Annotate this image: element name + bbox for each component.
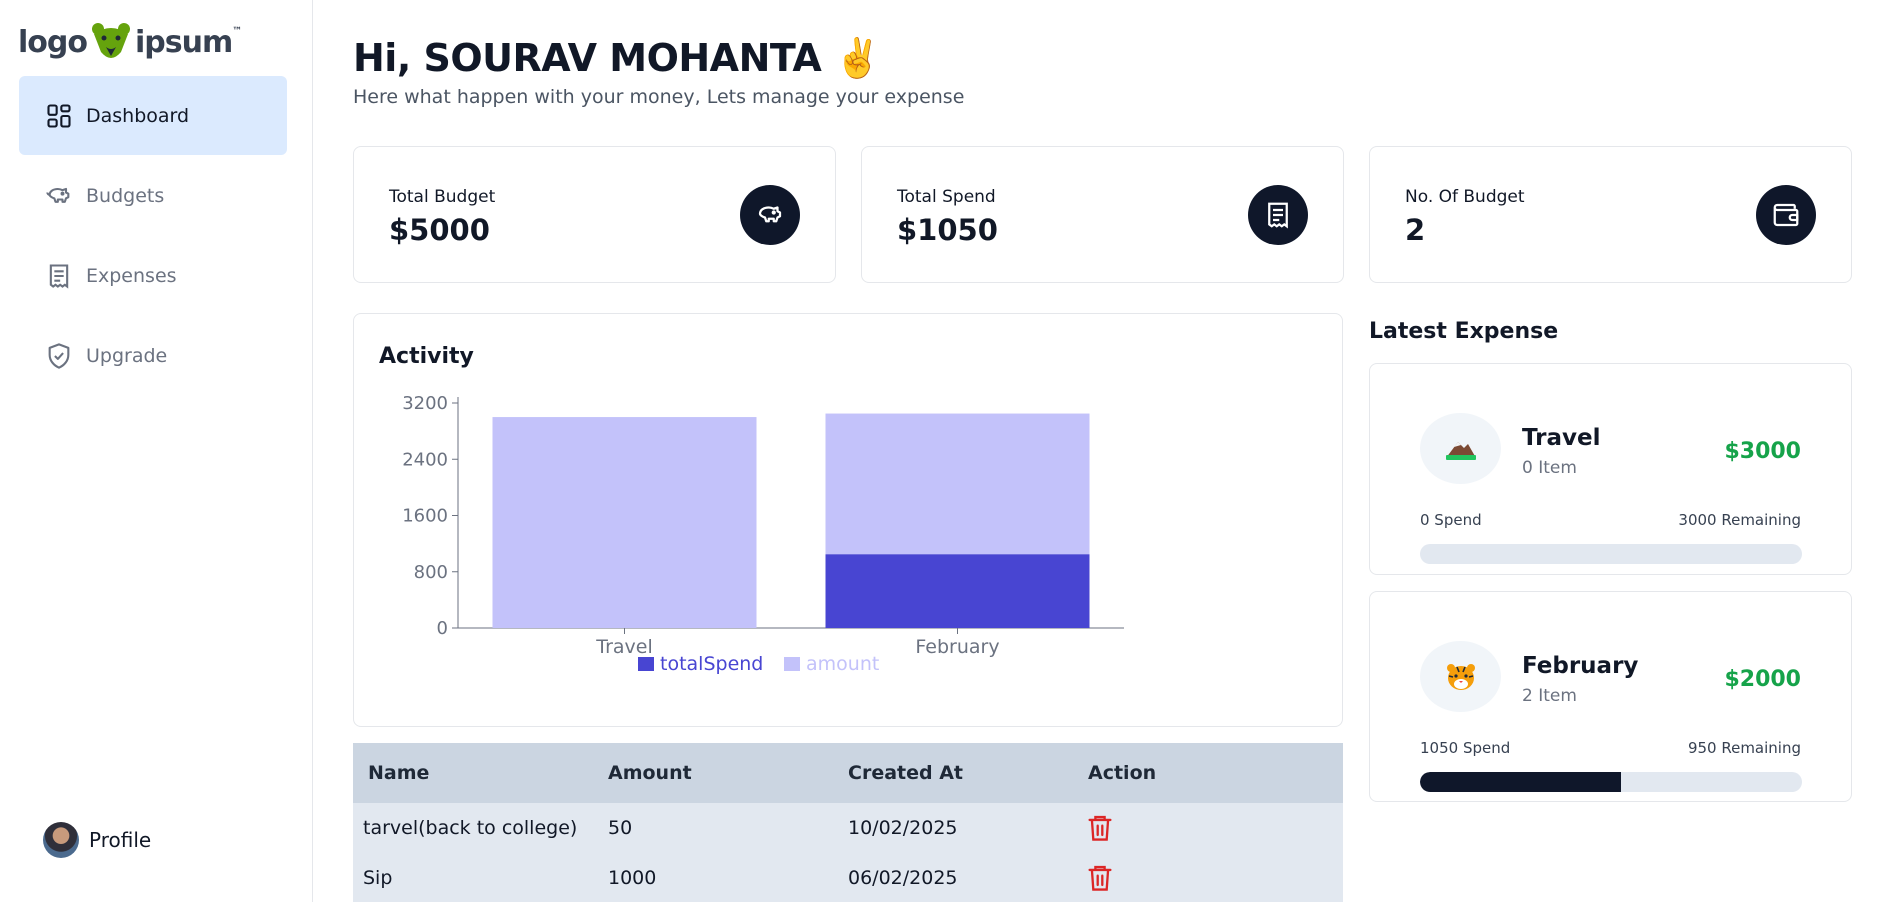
expense-item-count: 2 Item [1522,686,1577,706]
sidebar-item-label: Dashboard [86,104,190,127]
dashboard-icon [47,103,71,128]
sidebar-item-label: Budgets [86,184,165,207]
expense-spend: 0 Spend [1420,511,1482,529]
receipt-icon [49,263,69,289]
cell-amount: 1000 [608,867,657,889]
logo[interactable]: logo ipsum ™ [18,20,242,64]
activity-card: Activity 0 800 1600 2400 3200 Travel February t… [353,313,1343,727]
x-tick-label: February [915,636,999,658]
stat-value: 2 [1405,213,1426,247]
page-title: Hi, SOURAV MOHANTA ✌️ [353,36,881,80]
cell-created-at: 06/02/2025 [848,867,958,889]
expense-progress-bar [1420,544,1802,564]
bar-totalSpend [825,554,1090,628]
avatar [43,822,79,858]
expense-item-count: 0 Item [1522,458,1577,478]
stat-value: $5000 [389,213,490,247]
y-tick-label: 2400 [402,449,448,470]
expense-amount: $2000 [1724,667,1801,692]
expense-amount: $3000 [1724,439,1801,464]
legend-swatch [784,657,800,671]
sidebar-item-expenses[interactable]: Expenses [19,236,287,315]
trash-icon[interactable] [1086,813,1114,843]
stat-card-number-of-budget: No. Of Budget 2 [1369,146,1852,283]
logo-mark-icon [91,23,130,58]
column-header-amount: Amount [608,762,692,784]
sidebar: logo ipsum ™ Dashboard Budgets Expenses … [0,0,313,902]
table-header: Name Amount Created At Action [353,743,1343,803]
cell-name: Sip [363,867,393,889]
sidebar-item-upgrade[interactable]: Upgrade [19,316,287,395]
stat-icon-badge [1756,185,1816,245]
latest-expense-card-february[interactable]: February 2 Item $2000 1050 Spend 950 Rem… [1369,591,1852,802]
activity-chart: 0 800 1600 2400 3200 Travel February totalSpend… [402,393,1124,675]
profile-button[interactable]: Profile [43,822,151,858]
activity-title: Activity [379,344,474,369]
cell-name: tarvel(back to college) [363,817,578,839]
legend-swatch [638,657,654,671]
shield-check-icon [48,342,70,369]
bar-amount [825,413,1090,555]
profile-label: Profile [89,828,152,852]
stat-icon-badge [740,185,800,245]
y-tick-label: 3200 [402,393,448,414]
stat-label: Total Spend [897,187,996,207]
expense-spend: 1050 Spend [1420,739,1511,757]
y-tick-label: 0 [437,618,448,639]
sidebar-item-dashboard[interactable]: Dashboard [19,76,287,155]
stat-value: $1050 [897,213,998,247]
table-row: tarvel(back to college) 50 10/02/2025 [353,803,1343,853]
logo-text-right: ipsum [134,24,233,60]
stat-label: Total Budget [389,187,496,207]
logo-text-left: logo [18,24,88,60]
column-header-action: Action [1088,762,1157,784]
cell-amount: 50 [608,817,633,839]
receipt-icon [1268,202,1288,229]
cell-created-at: 10/02/2025 [848,817,958,839]
stat-label: No. Of Budget [1405,187,1525,207]
tiger-emoji-icon [1420,641,1501,712]
stat-card-total-spend: Total Spend $1050 [861,146,1344,283]
sidebar-item-label: Expenses [86,264,177,287]
sidebar-item-label: Upgrade [86,344,168,367]
expense-remaining: 950 Remaining [1687,739,1801,757]
expense-name: Travel [1522,425,1601,451]
trash-icon[interactable] [1086,863,1114,893]
piggy-bank-icon [758,206,782,223]
piggy-bank-icon [46,187,70,203]
wallet-icon [1773,203,1799,227]
sidebar-nav: Dashboard Budgets Expenses Upgrade [19,76,287,396]
expense-progress-bar [1420,772,1802,792]
expense-name: February [1522,653,1639,679]
column-header-created-at: Created At [848,762,963,784]
y-tick-label: 1600 [402,506,448,527]
x-tick-label: Travel [595,636,652,658]
mountain-emoji-icon [1420,413,1501,484]
y-tick-label: 800 [414,562,448,583]
logo-trademark: ™ [232,26,242,37]
table-row: Sip 1000 06/02/2025 [353,853,1343,902]
bar-amount [492,417,757,628]
page-subtitle: Here what happen with your money, Lets m… [353,86,965,108]
stat-card-total-budget: Total Budget $5000 [353,146,836,283]
sidebar-item-budgets[interactable]: Budgets [19,156,287,235]
expense-progress-fill [1420,772,1621,792]
stat-icon-badge [1248,185,1308,245]
column-header-name: Name [368,762,430,784]
expense-table: Name Amount Created At Action tarvel(bac… [353,743,1343,902]
latest-expense-title: Latest Expense [1369,319,1559,344]
latest-expense-card-travel[interactable]: Travel 0 Item $3000 0 Spend 3000 Remaini… [1369,363,1852,575]
legend-label: totalSpend [660,653,763,675]
expense-remaining: 3000 Remaining [1678,511,1801,529]
legend-label: amount [806,653,879,675]
